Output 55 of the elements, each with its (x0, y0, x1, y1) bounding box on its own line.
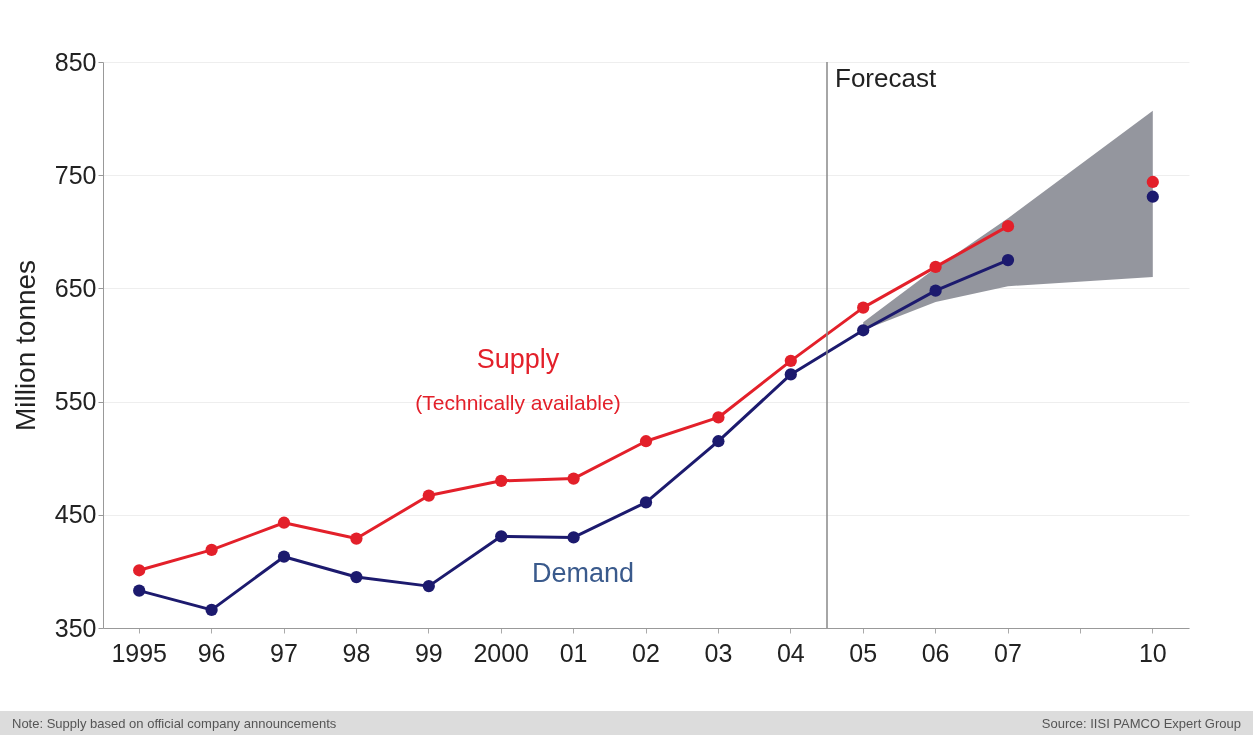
text: Note: Supply based on official company announcements (12, 715, 337, 731)
x-tick-label: 98 (342, 638, 371, 667)
point (495, 530, 508, 543)
point (639, 435, 653, 448)
y-tick-label: 850 (54, 47, 97, 76)
point (133, 584, 146, 597)
x-tick-label: 02 (632, 638, 660, 667)
y-tick-label: 450 (54, 500, 97, 529)
point (1001, 220, 1015, 233)
y-tick-label: 550 (54, 387, 97, 416)
point (784, 368, 797, 381)
point (1001, 253, 1015, 267)
x-tick-label: 07 (994, 638, 1022, 667)
point (205, 603, 218, 616)
series-label: Demand (531, 558, 635, 588)
x-tick-label: 03 (704, 638, 733, 667)
point (205, 543, 218, 556)
point (1146, 175, 1159, 189)
x-tick-label: 04 (776, 638, 805, 667)
point (422, 580, 435, 593)
point (784, 354, 797, 367)
text: Supply (476, 344, 560, 374)
y-axis-title: Million tonnes (9, 259, 41, 432)
point (929, 284, 942, 297)
point (133, 564, 146, 577)
x-tick-label: 2000 (473, 638, 530, 667)
point (277, 516, 291, 529)
point (929, 260, 942, 273)
source-note: Source: IISI PAMCO Expert Group (1041, 715, 1241, 731)
x-tick-label: 06 (921, 638, 950, 667)
point (277, 550, 291, 563)
x-tick-label: 01 (559, 638, 588, 667)
x-tick-label: 05 (849, 638, 878, 667)
point (857, 301, 870, 314)
point (712, 411, 725, 424)
point (350, 570, 363, 584)
point (567, 531, 580, 544)
x-tick-label: 96 (197, 638, 226, 667)
ref-line-label: Forecast (835, 63, 937, 93)
y-tick-label: 750 (54, 160, 97, 189)
point (495, 474, 508, 487)
point (567, 472, 580, 485)
point (857, 324, 870, 337)
x-tick-label: 97 (270, 638, 298, 667)
point (639, 496, 653, 509)
x-tick-label: 10 (1138, 638, 1167, 667)
point (422, 489, 435, 502)
point (1146, 190, 1159, 203)
annotation: (Technically available) (415, 391, 621, 414)
x-tick-label: 1995 (111, 638, 168, 667)
point (350, 532, 363, 545)
x-tick-label: 99 (414, 638, 443, 667)
y-tick-label: 350 (54, 613, 97, 642)
point (712, 435, 725, 448)
y-tick-label: 650 (54, 273, 97, 302)
